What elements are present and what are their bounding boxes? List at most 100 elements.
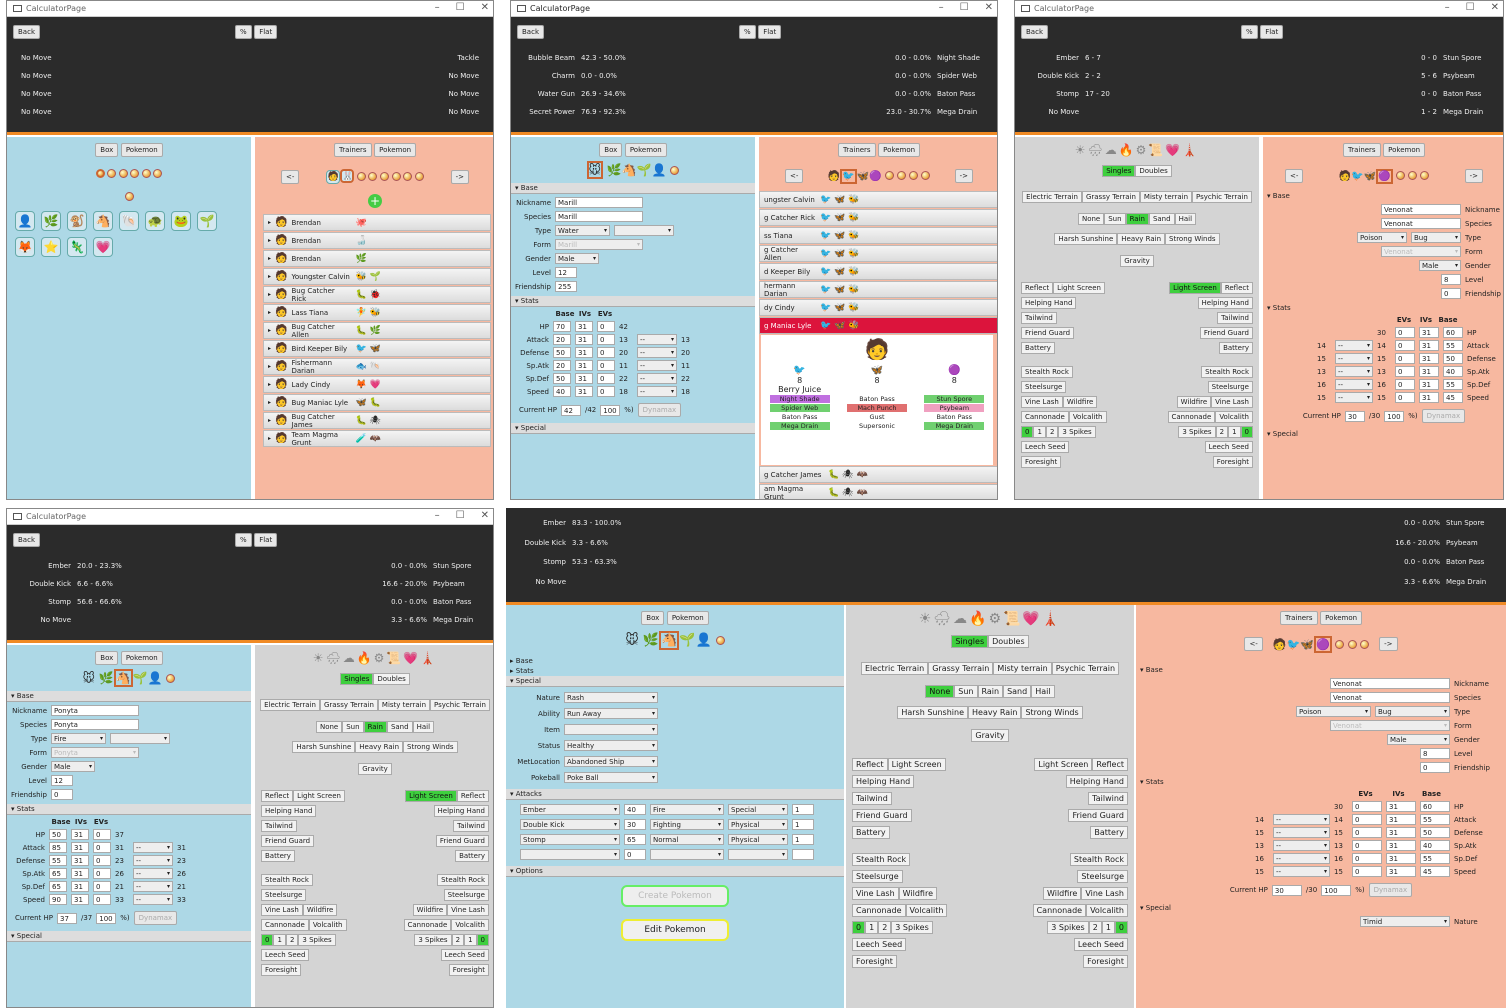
trainer-row[interactable]: ▸ 🧑 Lady Cindy 🦊💗 (263, 376, 491, 393)
nature-mod-select[interactable]: -- (133, 842, 173, 853)
base-section-header[interactable]: ▾ Base (1267, 192, 1290, 200)
side-condition-button[interactable]: Light Screen (1169, 282, 1221, 294)
weather-button[interactable]: Sun (954, 685, 978, 698)
pokemon-button[interactable]: Pokemon (878, 143, 921, 157)
stat-input[interactable]: 0 (1395, 379, 1415, 390)
pokemon-button[interactable]: Pokemon (120, 143, 163, 157)
category-select[interactable]: Physical (728, 819, 788, 830)
stat-input[interactable]: 50 (553, 347, 571, 358)
expand-icon[interactable]: ▸ (268, 273, 272, 280)
add-icon[interactable]: + (368, 194, 382, 208)
back-button[interactable]: Back (517, 25, 544, 39)
stat-input[interactable]: 31 (575, 321, 593, 332)
hp-percent-input[interactable]: 100 (600, 404, 621, 416)
stat-input[interactable]: 85 (49, 842, 67, 853)
stat-input[interactable]: 31 (575, 334, 593, 345)
stat-input[interactable]: 55 (1420, 814, 1450, 825)
stat-input[interactable]: 0 (1395, 353, 1415, 364)
flat-button[interactable]: Flat (254, 533, 278, 547)
trainer-row[interactable]: ▸ 🧑 Lass Tiana 🧚🐝 (263, 304, 491, 321)
type2-select[interactable] (614, 225, 674, 236)
current-hp-input[interactable]: 37 (57, 912, 77, 924)
pokemon-icon[interactable]: 🐰 (340, 169, 355, 183)
team-icon[interactable]: 🌱 (636, 163, 652, 177)
flat-button[interactable]: Flat (1260, 25, 1284, 39)
expand-icon[interactable]: ▸ (268, 291, 272, 298)
maximize-icon[interactable]: ☐ (1465, 2, 1475, 13)
stat-input[interactable]: 31 (575, 360, 593, 371)
side-condition-button[interactable]: Helping Hand (261, 805, 317, 817)
stat-input[interactable]: 0 (93, 881, 111, 892)
nature-mod-select[interactable]: -- (133, 894, 173, 905)
side-condition-button[interactable]: Battery (261, 850, 295, 862)
stat-input[interactable]: 0 (1395, 327, 1415, 338)
pokemon-icon[interactable]: 🐚 (119, 211, 139, 231)
side-condition-button[interactable]: Vine Lash (1021, 396, 1063, 408)
side-condition-button[interactable]: Light Screen (405, 790, 457, 802)
side-condition-button[interactable]: Foresight (1083, 955, 1128, 968)
side-condition-button[interactable]: 1 (865, 921, 879, 934)
pokeball-icon[interactable] (921, 171, 931, 180)
stat-input[interactable]: 0 (597, 386, 615, 397)
terrain-button[interactable]: Grassy Terrain (928, 662, 994, 675)
side-condition-button[interactable]: Friend Guard (1021, 327, 1075, 339)
section-header-base[interactable]: ▸ Base (510, 657, 533, 665)
trainer-icon[interactable]: 🧑 (1338, 170, 1352, 182)
stat-input[interactable]: 20 (553, 334, 571, 345)
side-condition-button[interactable]: Helping Hand (433, 805, 489, 817)
gender-input[interactable]: Male (555, 253, 599, 264)
team-icon[interactable]: 👤 (147, 671, 163, 685)
side-condition-button[interactable]: Steelsurge (1021, 381, 1067, 393)
pokeball-icon[interactable] (380, 172, 389, 181)
pokeball-icon[interactable] (403, 172, 413, 181)
dynamax-button[interactable]: Dynamax (637, 403, 682, 417)
nature-mod-select[interactable]: -- (1273, 814, 1330, 825)
category-select[interactable]: Special (728, 804, 788, 815)
trainer-row[interactable]: g Catcher Rick 🐦🦋🐝 (759, 209, 997, 226)
side-condition-button[interactable]: 1 (1033, 426, 1046, 438)
side-condition-button[interactable]: Leech Seed (1204, 441, 1253, 453)
weather-button[interactable]: Rain (363, 721, 387, 733)
side-condition-button[interactable]: Light Screen (1034, 758, 1093, 771)
item-select[interactable] (564, 724, 658, 735)
side-condition-button[interactable]: 0 (261, 934, 274, 946)
trainer-row[interactable]: ▸ 🧑 Bug Catcher Rick 🐛🐞 (263, 286, 491, 303)
side-condition-button[interactable]: 2 (1045, 426, 1059, 438)
minimize-icon[interactable]: – (434, 2, 440, 13)
flat-button[interactable]: Flat (254, 25, 278, 39)
stat-input[interactable]: 31 (1419, 366, 1439, 377)
pokemon-icon[interactable]: 🐢 (145, 211, 165, 231)
type-select[interactable]: Fire (650, 804, 724, 815)
hp-percent-input[interactable]: 100 (96, 912, 117, 924)
stat-input[interactable]: 31 (1386, 866, 1416, 877)
stat-input[interactable]: 31 (1419, 392, 1439, 403)
weather-button[interactable]: Hail (412, 721, 435, 733)
trainer-icon[interactable]: 🧑 (326, 170, 341, 184)
stat-input[interactable]: 55 (1443, 379, 1463, 390)
side-condition-button[interactable]: 3 Spikes (414, 934, 452, 946)
move-select[interactable] (520, 849, 620, 860)
stat-input[interactable]: 50 (1443, 353, 1463, 364)
stat-input[interactable]: 31 (1419, 340, 1439, 351)
base-section-header[interactable]: ▾ Base (1140, 666, 1163, 674)
doubles-button[interactable]: Doubles (373, 673, 410, 685)
weather-button[interactable]: Strong Winds (1165, 233, 1220, 245)
weather-button[interactable]: Strong Winds (403, 741, 458, 753)
friendship-input[interactable]: 0 (1420, 762, 1450, 773)
pokeball-icon[interactable] (414, 172, 424, 181)
trainer-row[interactable]: g Catcher James 🐛🕷🦇 (759, 466, 997, 483)
stat-input[interactable]: 0 (1352, 853, 1382, 864)
type-input[interactable]: Water (555, 225, 610, 236)
weather-button[interactable]: Sun (342, 721, 364, 733)
nickname-input[interactable]: Venonat (1381, 204, 1461, 215)
box-button[interactable]: Box (95, 143, 119, 157)
side-condition-button[interactable]: Reflect (1092, 758, 1128, 771)
nature-mod-select[interactable]: -- (1335, 353, 1373, 364)
terrain-button[interactable]: Misty terrain (1139, 191, 1193, 203)
side-condition-button[interactable]: Vine Lash (852, 887, 899, 900)
stat-input[interactable]: 50 (49, 829, 67, 840)
weather-button[interactable]: None (1077, 213, 1105, 225)
stat-input[interactable]: 55 (49, 855, 67, 866)
side-condition-button[interactable]: Volcalith (451, 919, 489, 931)
singles-button[interactable]: Singles (340, 673, 374, 685)
